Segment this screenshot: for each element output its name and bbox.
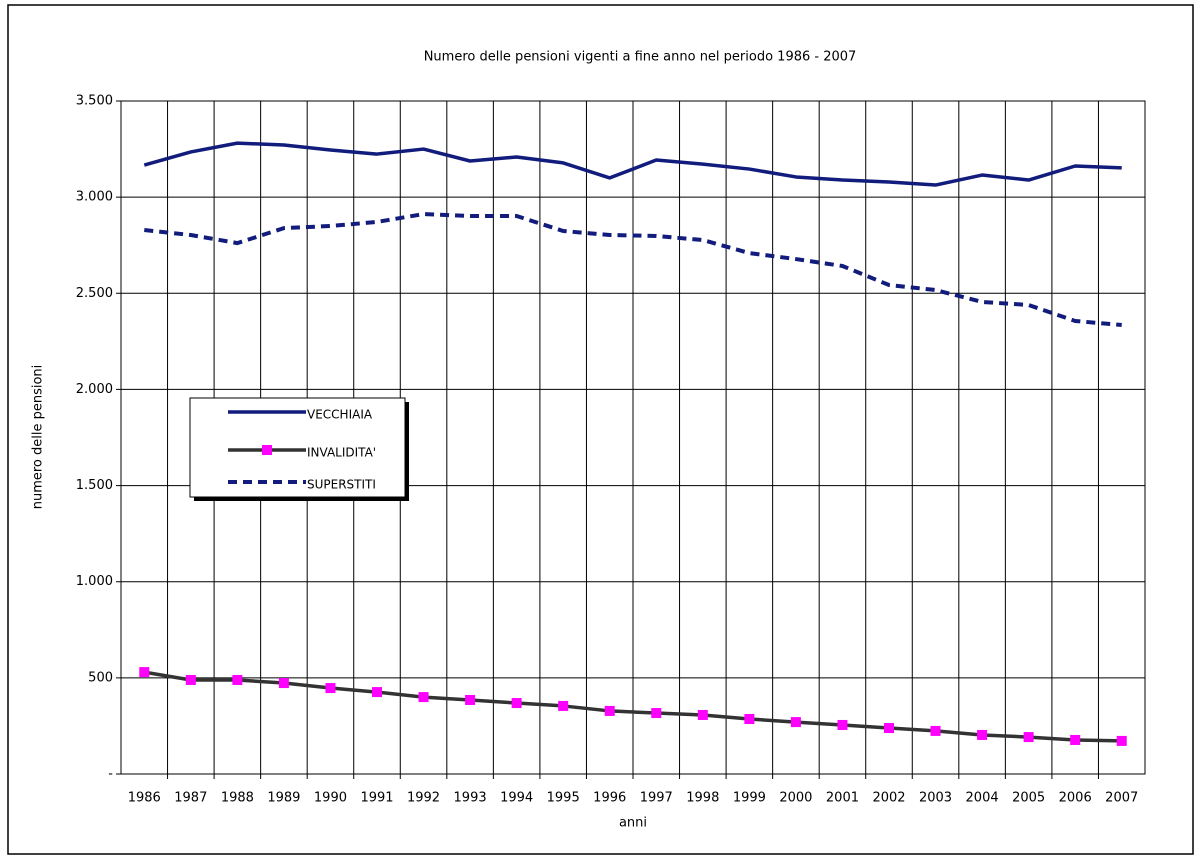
y-tick-label: - (108, 767, 113, 782)
x-tick-label: 2001 (826, 791, 859, 806)
x-tick-label: 2007 (1105, 791, 1138, 806)
marker (930, 725, 941, 736)
marker (232, 674, 243, 685)
marker (977, 729, 988, 740)
chart-title: Numero delle pensioni vigenti a fine ann… (424, 50, 857, 65)
y-tick-label: 3.000 (76, 190, 113, 205)
legend-label: SUPERSTITI (307, 478, 376, 492)
x-tick-label: 2006 (1059, 791, 1092, 806)
series-line (143, 670, 1122, 743)
series-line (144, 212, 1122, 328)
chart-border (7, 4, 1194, 855)
x-tick-label: 1989 (267, 791, 300, 806)
marker (697, 709, 708, 720)
marker (1116, 735, 1127, 746)
x-tick-label: 1999 (733, 791, 766, 806)
marker (790, 717, 801, 728)
x-tick-label: 1993 (454, 791, 487, 806)
y-axis-label: numero delle pensioni (31, 365, 46, 510)
marker (1070, 734, 1081, 745)
x-tick-label: 1990 (314, 791, 347, 806)
marker (278, 678, 289, 689)
x-tick-label: 1987 (174, 791, 207, 806)
legend-label: VECCHIAIA (307, 408, 373, 422)
marker (139, 667, 150, 678)
marker (185, 674, 196, 685)
x-axis-label: anni (619, 816, 647, 831)
y-tick-label: 1.000 (76, 574, 113, 589)
legend-label: INVALIDITA' (307, 446, 376, 460)
plot-area (120, 100, 1146, 775)
x-tick-label: 1998 (686, 791, 719, 806)
x-tick-label: 1991 (360, 791, 393, 806)
x-tick-label: 1995 (547, 791, 580, 806)
y-tick-label: 500 (88, 670, 113, 685)
y-tick-label: 1.500 (76, 478, 113, 493)
marker (744, 714, 755, 725)
x-tick-label: 2004 (966, 791, 999, 806)
marker (837, 719, 848, 730)
marker (1023, 732, 1034, 743)
marker (372, 687, 382, 698)
x-tick-label: 1996 (593, 791, 626, 806)
x-tick-label: 2002 (872, 791, 905, 806)
series-line (143, 141, 1122, 187)
x-tick-label: 2000 (779, 791, 812, 806)
marker (651, 708, 662, 719)
x-tick-label: 1997 (640, 791, 673, 806)
x-tick-label: 1992 (407, 791, 440, 806)
y-tick-label: 2.000 (76, 382, 113, 397)
marker (418, 692, 429, 703)
x-tick-label: 1994 (500, 791, 533, 806)
y-tick-label: 2.500 (76, 286, 113, 301)
x-tick-label: 1986 (128, 791, 161, 806)
y-tick-label: 3.500 (76, 94, 113, 109)
marker (325, 683, 336, 694)
x-tick-label: 2005 (1012, 791, 1045, 806)
legend-marker (262, 445, 272, 455)
legend (189, 397, 406, 498)
x-tick-label: 1988 (221, 791, 254, 806)
x-tick-label: 2003 (919, 791, 952, 806)
marker (604, 705, 615, 716)
marker (511, 698, 522, 709)
marker (884, 723, 894, 734)
marker (558, 700, 569, 711)
marker (465, 694, 476, 705)
